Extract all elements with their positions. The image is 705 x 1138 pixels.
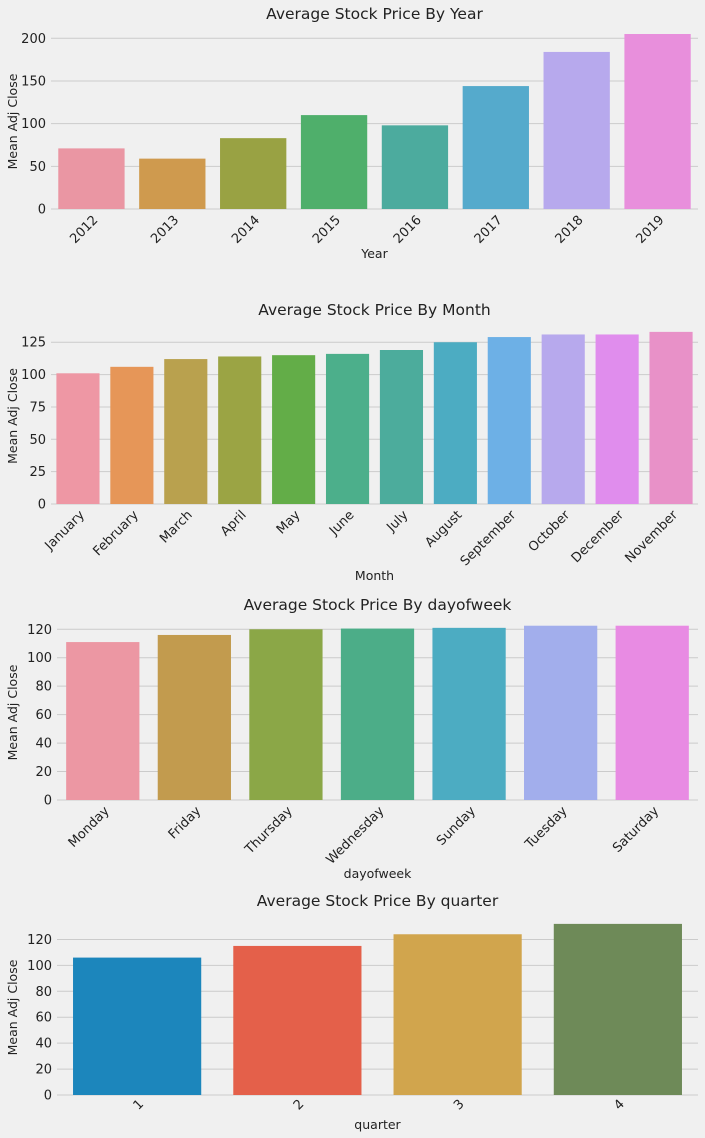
bar: [249, 629, 323, 800]
bar: [553, 923, 682, 1095]
bar: [393, 934, 522, 1095]
bar: [110, 366, 154, 504]
bar: [487, 337, 531, 504]
bar: [157, 634, 231, 800]
y-tick-label: 0: [38, 203, 46, 218]
y-axis-label: Mean Adj Close: [5, 368, 20, 464]
bar: [462, 86, 529, 209]
bar: [58, 148, 125, 209]
y-tick-label: 80: [35, 985, 52, 1000]
y-tick-label: 120: [27, 933, 52, 948]
bar: [379, 350, 424, 504]
y-tick-label: 20: [35, 765, 52, 780]
y-tick-label: 200: [21, 32, 46, 47]
y-tick-label: 0: [38, 498, 46, 513]
y-tick-label: 120: [27, 623, 52, 638]
y-tick-label: 125: [21, 336, 46, 351]
x-axis-label: Year: [360, 246, 388, 261]
y-tick-label: 100: [21, 368, 46, 383]
bar: [272, 355, 316, 504]
x-axis-label: dayofweek: [344, 866, 412, 881]
bar: [649, 331, 693, 504]
y-tick-label: 150: [21, 74, 46, 89]
bar: [220, 138, 287, 209]
bar: [325, 353, 370, 504]
chart-title: Average Stock Price By quarter: [257, 892, 499, 910]
bar: [340, 628, 415, 800]
y-tick-label: 40: [35, 1037, 52, 1052]
y-tick-label: 60: [35, 1011, 52, 1026]
y-tick-label: 40: [35, 737, 52, 752]
chart-title: Average Stock Price By Year: [266, 5, 483, 23]
y-tick-label: 20: [35, 1063, 52, 1078]
y-axis-label: Mean Adj Close: [5, 73, 20, 169]
y-tick-label: 75: [29, 400, 46, 415]
chart-title: Average Stock Price By dayofweek: [244, 596, 512, 614]
bar: [73, 957, 202, 1095]
bar: [164, 359, 208, 504]
y-tick-label: 100: [27, 651, 52, 666]
y-tick-label: 80: [35, 680, 52, 695]
y-tick-label: 0: [44, 1089, 52, 1104]
bar: [66, 642, 140, 800]
bar: [56, 373, 100, 504]
bar: [300, 115, 368, 209]
y-tick-label: 50: [29, 160, 46, 175]
x-axis-label: Month: [355, 568, 394, 583]
y-axis-label: Mean Adj Close: [5, 959, 20, 1055]
x-axis-label: quarter: [354, 1117, 401, 1132]
bar: [541, 334, 585, 504]
bar: [233, 945, 362, 1095]
y-tick-label: 50: [29, 433, 46, 448]
y-tick-label: 100: [21, 117, 46, 132]
y-tick-label: 60: [35, 708, 52, 723]
chart-title: Average Stock Price By Month: [258, 301, 490, 319]
bar: [524, 625, 598, 800]
y-tick-label: 25: [29, 465, 46, 480]
y-tick-label: 0: [44, 794, 52, 809]
bar: [595, 334, 639, 504]
bar: [433, 342, 477, 504]
bar: [543, 51, 610, 209]
bar: [381, 125, 449, 209]
bar: [139, 158, 206, 209]
bar: [615, 625, 689, 800]
y-axis-label: Mean Adj Close: [5, 664, 20, 760]
y-tick-label: 100: [27, 959, 52, 974]
bar: [432, 627, 506, 800]
bar: [624, 34, 691, 209]
bar: [218, 356, 262, 504]
